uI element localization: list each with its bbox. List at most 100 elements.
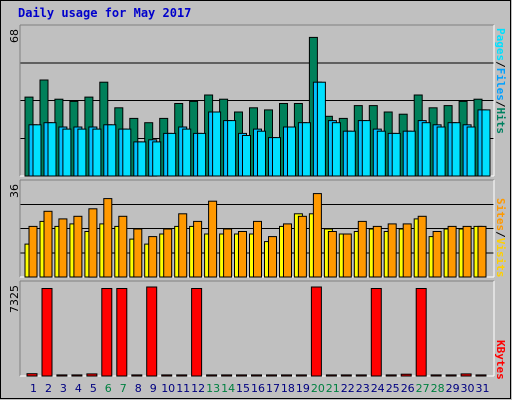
x-label-day-15: 15 xyxy=(236,382,250,395)
bar-sites-day-9 xyxy=(148,236,158,278)
bar-kbytes-day-1 xyxy=(26,373,38,377)
x-label-day-16: 16 xyxy=(251,382,265,395)
bar-sites-day-21 xyxy=(327,231,337,278)
bar-kbytes-day-17 xyxy=(266,374,277,377)
bar-pages-day-14 xyxy=(227,120,237,177)
bar-pages-day-18 xyxy=(287,126,296,177)
y-max-label-panel-2: 36 xyxy=(8,184,21,198)
x-label-day-9: 9 xyxy=(150,382,157,395)
bar-kbytes-day-15 xyxy=(236,374,247,377)
bar-pages-day-25 xyxy=(391,132,401,177)
legend-pages-files-hits: Pages/Files/Hits xyxy=(494,28,507,134)
bar-pages-day-22 xyxy=(346,130,356,177)
bar-pages-day-13 xyxy=(212,111,222,177)
x-label-day-18: 18 xyxy=(281,382,295,395)
bar-pages-day-26 xyxy=(406,130,416,177)
x-label-day-13: 13 xyxy=(206,382,220,395)
bar-sites-day-29 xyxy=(447,225,457,278)
bar-pages-day-30 xyxy=(466,126,476,177)
bar-kbytes-day-31 xyxy=(475,374,487,377)
bar-pages-day-23 xyxy=(361,120,371,177)
legend-kbytes: KBytes xyxy=(494,340,507,380)
bar-pages-day-11 xyxy=(182,128,192,177)
bar-pages-day-1 xyxy=(32,124,42,177)
bar-sites-day-16 xyxy=(253,220,262,278)
chart-bars xyxy=(24,36,491,377)
x-label-day-30: 30 xyxy=(461,382,475,395)
bar-sites-day-15 xyxy=(238,231,247,278)
bar-pages-day-17 xyxy=(272,137,281,177)
bar-sites-day-3 xyxy=(58,218,68,278)
x-label-day-10: 10 xyxy=(161,382,175,395)
bar-pages-day-10 xyxy=(167,132,177,177)
chart-title: Daily usage for May 2017 xyxy=(18,6,192,20)
vertical-legends: Pages/Files/Hits Sites/Visits KBytes xyxy=(494,28,507,380)
bar-kbytes-day-29 xyxy=(445,374,457,377)
bar-kbytes-day-11 xyxy=(176,374,188,377)
bar-kbytes-day-9 xyxy=(146,286,158,377)
x-label-day-28: 28 xyxy=(431,382,445,395)
bar-sites-day-24 xyxy=(372,225,382,278)
bar-sites-day-27 xyxy=(417,215,427,278)
bar-pages-day-21 xyxy=(331,122,341,177)
bar-pages-day-31 xyxy=(481,109,491,177)
bar-sites-day-4 xyxy=(73,215,83,278)
x-label-day-5: 5 xyxy=(90,382,97,395)
x-label-day-4: 4 xyxy=(75,382,82,395)
legend-sites-visits: Sites/Visits xyxy=(494,198,507,278)
bar-pages-day-5 xyxy=(92,128,102,177)
bar-pages-day-9 xyxy=(152,141,162,177)
y-axis-max-labels: 68 36 7325 xyxy=(8,29,21,313)
bar-pages-day-4 xyxy=(77,128,87,177)
bar-pages-day-24 xyxy=(376,130,386,177)
bar-sites-day-5 xyxy=(88,208,98,278)
bar-kbytes-day-3 xyxy=(56,374,68,377)
x-label-day-14: 14 xyxy=(221,382,235,395)
bar-sites-day-11 xyxy=(178,213,188,278)
bar-pages-day-7 xyxy=(122,128,132,177)
bar-pages-day-29 xyxy=(451,122,461,177)
bar-kbytes-day-5 xyxy=(86,373,98,377)
bar-sites-day-10 xyxy=(163,228,173,278)
bar-sites-day-22 xyxy=(342,233,352,278)
bar-kbytes-day-20 xyxy=(310,286,322,377)
bar-pages-day-8 xyxy=(137,141,147,177)
bar-kbytes-day-8 xyxy=(131,374,143,377)
bar-pages-day-15 xyxy=(242,135,251,177)
bar-sites-day-14 xyxy=(223,228,233,278)
bar-kbytes-day-18 xyxy=(281,374,292,377)
x-label-day-19: 19 xyxy=(296,382,310,395)
x-label-day-11: 11 xyxy=(176,382,190,395)
x-label-day-17: 17 xyxy=(266,382,280,395)
bar-kbytes-day-30 xyxy=(460,373,472,377)
x-label-day-7: 7 xyxy=(120,382,127,395)
bar-sites-day-31 xyxy=(477,225,487,278)
y-max-label-panel-3: 7325 xyxy=(8,285,21,313)
bar-sites-day-25 xyxy=(387,223,397,278)
bar-kbytes-day-26 xyxy=(400,373,412,377)
x-label-day-20: 20 xyxy=(311,382,325,395)
bar-pages-day-2 xyxy=(47,122,57,177)
x-label-day-22: 22 xyxy=(341,382,355,395)
bar-sites-day-1 xyxy=(28,225,38,278)
bar-kbytes-day-14 xyxy=(221,374,233,377)
bar-pages-day-12 xyxy=(197,132,207,177)
bar-sites-day-30 xyxy=(462,225,472,278)
x-label-day-29: 29 xyxy=(446,382,460,395)
bar-kbytes-day-28 xyxy=(430,374,442,377)
bar-sites-day-8 xyxy=(133,228,143,278)
bar-pages-day-27 xyxy=(421,122,431,177)
x-label-day-31: 31 xyxy=(476,382,490,395)
bar-kbytes-day-13 xyxy=(206,374,218,377)
x-label-day-26: 26 xyxy=(401,382,415,395)
x-label-day-6: 6 xyxy=(105,382,112,395)
bar-kbytes-day-19 xyxy=(295,374,307,377)
bar-sites-day-13 xyxy=(208,200,218,278)
bar-pages-day-20 xyxy=(316,81,326,177)
x-label-day-24: 24 xyxy=(371,382,385,395)
bar-sites-day-7 xyxy=(118,215,128,278)
bar-kbytes-day-10 xyxy=(161,374,173,377)
bar-kbytes-day-2 xyxy=(41,288,53,377)
bar-sites-day-17 xyxy=(268,236,277,278)
